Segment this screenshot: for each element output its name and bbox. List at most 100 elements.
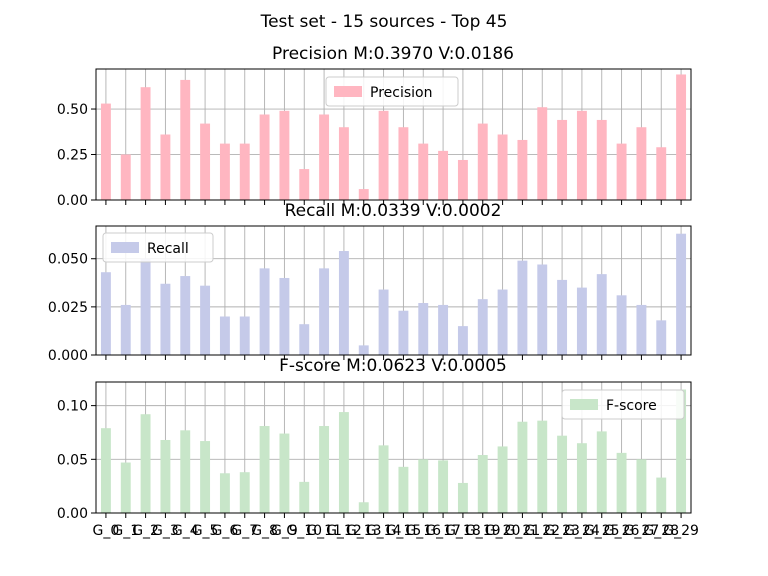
fscore-legend-label: F-score xyxy=(606,398,657,414)
recall-bar-G_13 xyxy=(358,345,369,355)
fscore-bar-G_3 xyxy=(160,439,171,513)
fscore-bar-G_24 xyxy=(576,443,587,513)
fscore-xtick-label: G_14 xyxy=(366,523,402,539)
fscore-xtick-label: G_29 xyxy=(663,523,699,539)
fscore-xtick-label: G_18 xyxy=(445,523,481,539)
recall-legend: Recall xyxy=(102,232,214,263)
precision-bar-G_0 xyxy=(100,103,111,200)
recall-bar-G_2 xyxy=(140,258,151,355)
fscore-legend: F-score xyxy=(561,389,685,420)
fscore-xtick-label: G_23 xyxy=(544,523,580,539)
fscore-bar-G_21 xyxy=(517,421,528,513)
precision-bar-G_4 xyxy=(180,79,191,200)
recall-bar-G_19 xyxy=(477,299,488,355)
fscore-bar-G_20 xyxy=(497,446,508,513)
fscore-bar-G_26 xyxy=(616,452,627,513)
fscore-xtick-label: G_1 xyxy=(112,523,139,539)
precision-panel: Precision M:0.3970 V:0.0186 0.00 0.25 0.50… xyxy=(57,44,692,209)
recall-legend-box xyxy=(102,232,214,263)
recall-bar-G_23 xyxy=(557,279,568,355)
fscore-bar-G_14 xyxy=(378,445,389,513)
recall-ytick-label: 0.050 xyxy=(48,252,88,268)
fscore-bar-G_19 xyxy=(477,455,488,513)
fscore-xtick-label: G_2 xyxy=(132,523,159,539)
recall-bar-G_10 xyxy=(299,324,310,355)
precision-bar-G_17 xyxy=(438,150,449,200)
fscore-xtick-label: G_20 xyxy=(485,523,521,539)
recall-ytick-label: 0.025 xyxy=(48,300,88,316)
fscore-xtick-label: G_5 xyxy=(192,523,219,539)
fscore-xtick-label: G_8 xyxy=(251,523,278,539)
fscore-bar-G_6 xyxy=(219,473,230,513)
fscore-xtick-label: G_7 xyxy=(231,523,258,539)
recall-panel: Recall M:0.0339 V:0.0002 0.000 0.025 0.050… xyxy=(48,201,692,364)
precision-ytick-label: 0.50 xyxy=(57,102,88,118)
precision-bar-G_14 xyxy=(378,110,389,200)
precision-bar-G_18 xyxy=(457,159,468,200)
fscore-bar-G_11 xyxy=(319,426,330,513)
recall-bar-G_22 xyxy=(537,264,548,355)
recall-bar-G_3 xyxy=(160,283,171,355)
fscore-xtick-label: G_25 xyxy=(584,523,620,539)
precision-title: Precision M:0.3970 V:0.0186 xyxy=(272,44,514,64)
fscore-xtick-label: G_11 xyxy=(306,523,342,539)
precision-bar-G_9 xyxy=(279,110,290,200)
fscore-xtick-label: G_16 xyxy=(405,523,441,539)
fscore-xtick-label: G_15 xyxy=(386,523,422,539)
fscore-xtick-label: G_19 xyxy=(465,523,501,539)
recall-bar-G_14 xyxy=(378,289,389,355)
fscore-bar-G_23 xyxy=(557,435,568,513)
fscore-legend-swatch xyxy=(570,399,598,410)
precision-bar-G_10 xyxy=(299,169,310,200)
recall-bar-G_0 xyxy=(100,272,111,355)
fscore-bar-G_16 xyxy=(418,459,429,513)
recall-ytick-label: 0.000 xyxy=(48,348,88,364)
fscore-bar-G_27 xyxy=(636,459,647,513)
precision-ytick-label: 0.25 xyxy=(57,148,88,164)
fscore-ytick-label: 0.00 xyxy=(57,506,88,522)
precision-bar-G_23 xyxy=(557,119,568,200)
precision-bar-G_6 xyxy=(219,143,230,200)
precision-bar-G_28 xyxy=(656,147,667,200)
precision-axes-frame xyxy=(95,68,692,201)
recall-bar-G_25 xyxy=(596,274,607,355)
precision-bar-G_7 xyxy=(239,143,250,200)
fscore-bar-G_10 xyxy=(299,481,310,513)
recall-bar-G_11 xyxy=(319,268,330,355)
fscore-xtick-label: G_26 xyxy=(604,523,640,539)
fscore-xtick-label: G_22 xyxy=(524,523,560,539)
precision-legend: Precision xyxy=(325,76,459,107)
precision-bar-G_5 xyxy=(200,123,211,200)
recall-legend-label: Recall xyxy=(147,241,189,257)
recall-bar-G_21 xyxy=(517,260,528,355)
recall-bar-G_17 xyxy=(438,304,449,355)
recall-bar-G_7 xyxy=(239,316,250,355)
fscore-bar-G_5 xyxy=(200,441,211,513)
fscore-bar-G_25 xyxy=(596,431,607,513)
fscore-bar-G_12 xyxy=(338,412,349,513)
recall-bar-G_4 xyxy=(180,276,191,355)
fscore-xtick-label: G_6 xyxy=(212,523,239,539)
precision-bar-G_21 xyxy=(517,139,528,200)
fscore-bar-G_18 xyxy=(457,482,468,513)
fscore-bar-G_7 xyxy=(239,472,250,513)
fscore-xtick-label: G_28 xyxy=(643,523,679,539)
precision-bar-G_12 xyxy=(338,127,349,200)
fscore-bar-G_8 xyxy=(259,426,270,513)
recall-title: Recall M:0.0339 V:0.0002 xyxy=(285,201,502,221)
fscore-panel: F-score M:0.0623 V:0.0005 0.00 0.05 0.10 G_… xyxy=(57,356,699,539)
fscore-xtick-label: G_13 xyxy=(346,523,382,539)
fscore-bar-G_2 xyxy=(140,414,151,513)
fscore-axes-frame xyxy=(95,381,692,514)
fscore-title: F-score M:0.0623 V:0.0005 xyxy=(279,356,507,376)
recall-bar-G_20 xyxy=(497,289,508,355)
recall-bar-G_8 xyxy=(259,268,270,355)
precision-legend-label: Precision xyxy=(370,85,432,101)
precision-bar-G_3 xyxy=(160,134,171,200)
recall-bar-G_24 xyxy=(576,287,587,355)
precision-bar-G_27 xyxy=(636,127,647,200)
fscore-bar-G_13 xyxy=(358,502,369,513)
recall-legend-swatch xyxy=(111,242,139,253)
fscore-xtick-label: G_27 xyxy=(624,523,660,539)
recall-bar-G_18 xyxy=(457,326,468,355)
